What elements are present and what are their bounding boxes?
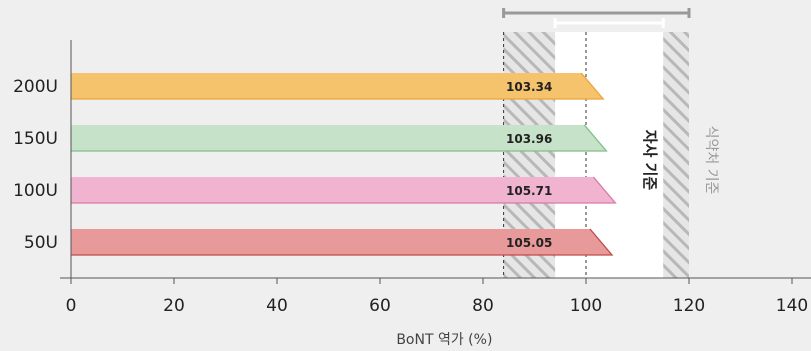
x-tick-label-80: 80 — [472, 296, 494, 316]
x-axis-label: BoNT 역가 (%) — [396, 332, 492, 348]
category-label-50U: 50U — [24, 233, 58, 253]
bar-body-150U — [71, 125, 607, 151]
data-label-150U: 103.96 — [506, 132, 552, 146]
company-standard-label: 자사 기준 — [641, 130, 659, 191]
x-tick-label-40: 40 — [266, 296, 288, 316]
bar-200U: 103.34 200U — [13, 72, 605, 100]
bar-50U: 105.05 50U — [24, 228, 614, 256]
mfds-standard-label: 식약처 기준 — [703, 126, 719, 195]
x-tick-label-0: 0 — [66, 296, 77, 316]
bar-150U: 103.96 150U — [13, 124, 608, 152]
category-label-150U: 150U — [13, 129, 58, 149]
x-tick-label-20: 20 — [163, 296, 185, 316]
bar-body-100U — [71, 177, 616, 203]
bar-edge-50U — [71, 228, 614, 256]
data-label-200U: 103.34 — [506, 80, 552, 94]
bar-edge-100U — [71, 176, 617, 204]
category-label-100U: 100U — [13, 181, 58, 201]
x-tick-label-120: 120 — [673, 296, 705, 316]
data-label-100U: 105.71 — [506, 184, 552, 198]
category-label-200U: 200U — [13, 77, 58, 97]
mfds-hatch-1 — [663, 32, 689, 278]
x-tick-label-60: 60 — [369, 296, 391, 316]
bar-edge-150U — [71, 124, 608, 152]
bar-100U: 105.71 100U — [13, 176, 617, 204]
bar-body-50U — [71, 229, 613, 255]
mfds-range-bracket — [502, 8, 691, 18]
x-tick-label-140: 140 — [776, 296, 808, 316]
company-range-bracket — [553, 18, 665, 28]
bar-edge-200U — [71, 72, 605, 100]
bar-body-200U — [71, 73, 604, 99]
data-label-50U: 105.05 — [506, 236, 552, 250]
x-tick-label-100: 100 — [570, 296, 602, 316]
